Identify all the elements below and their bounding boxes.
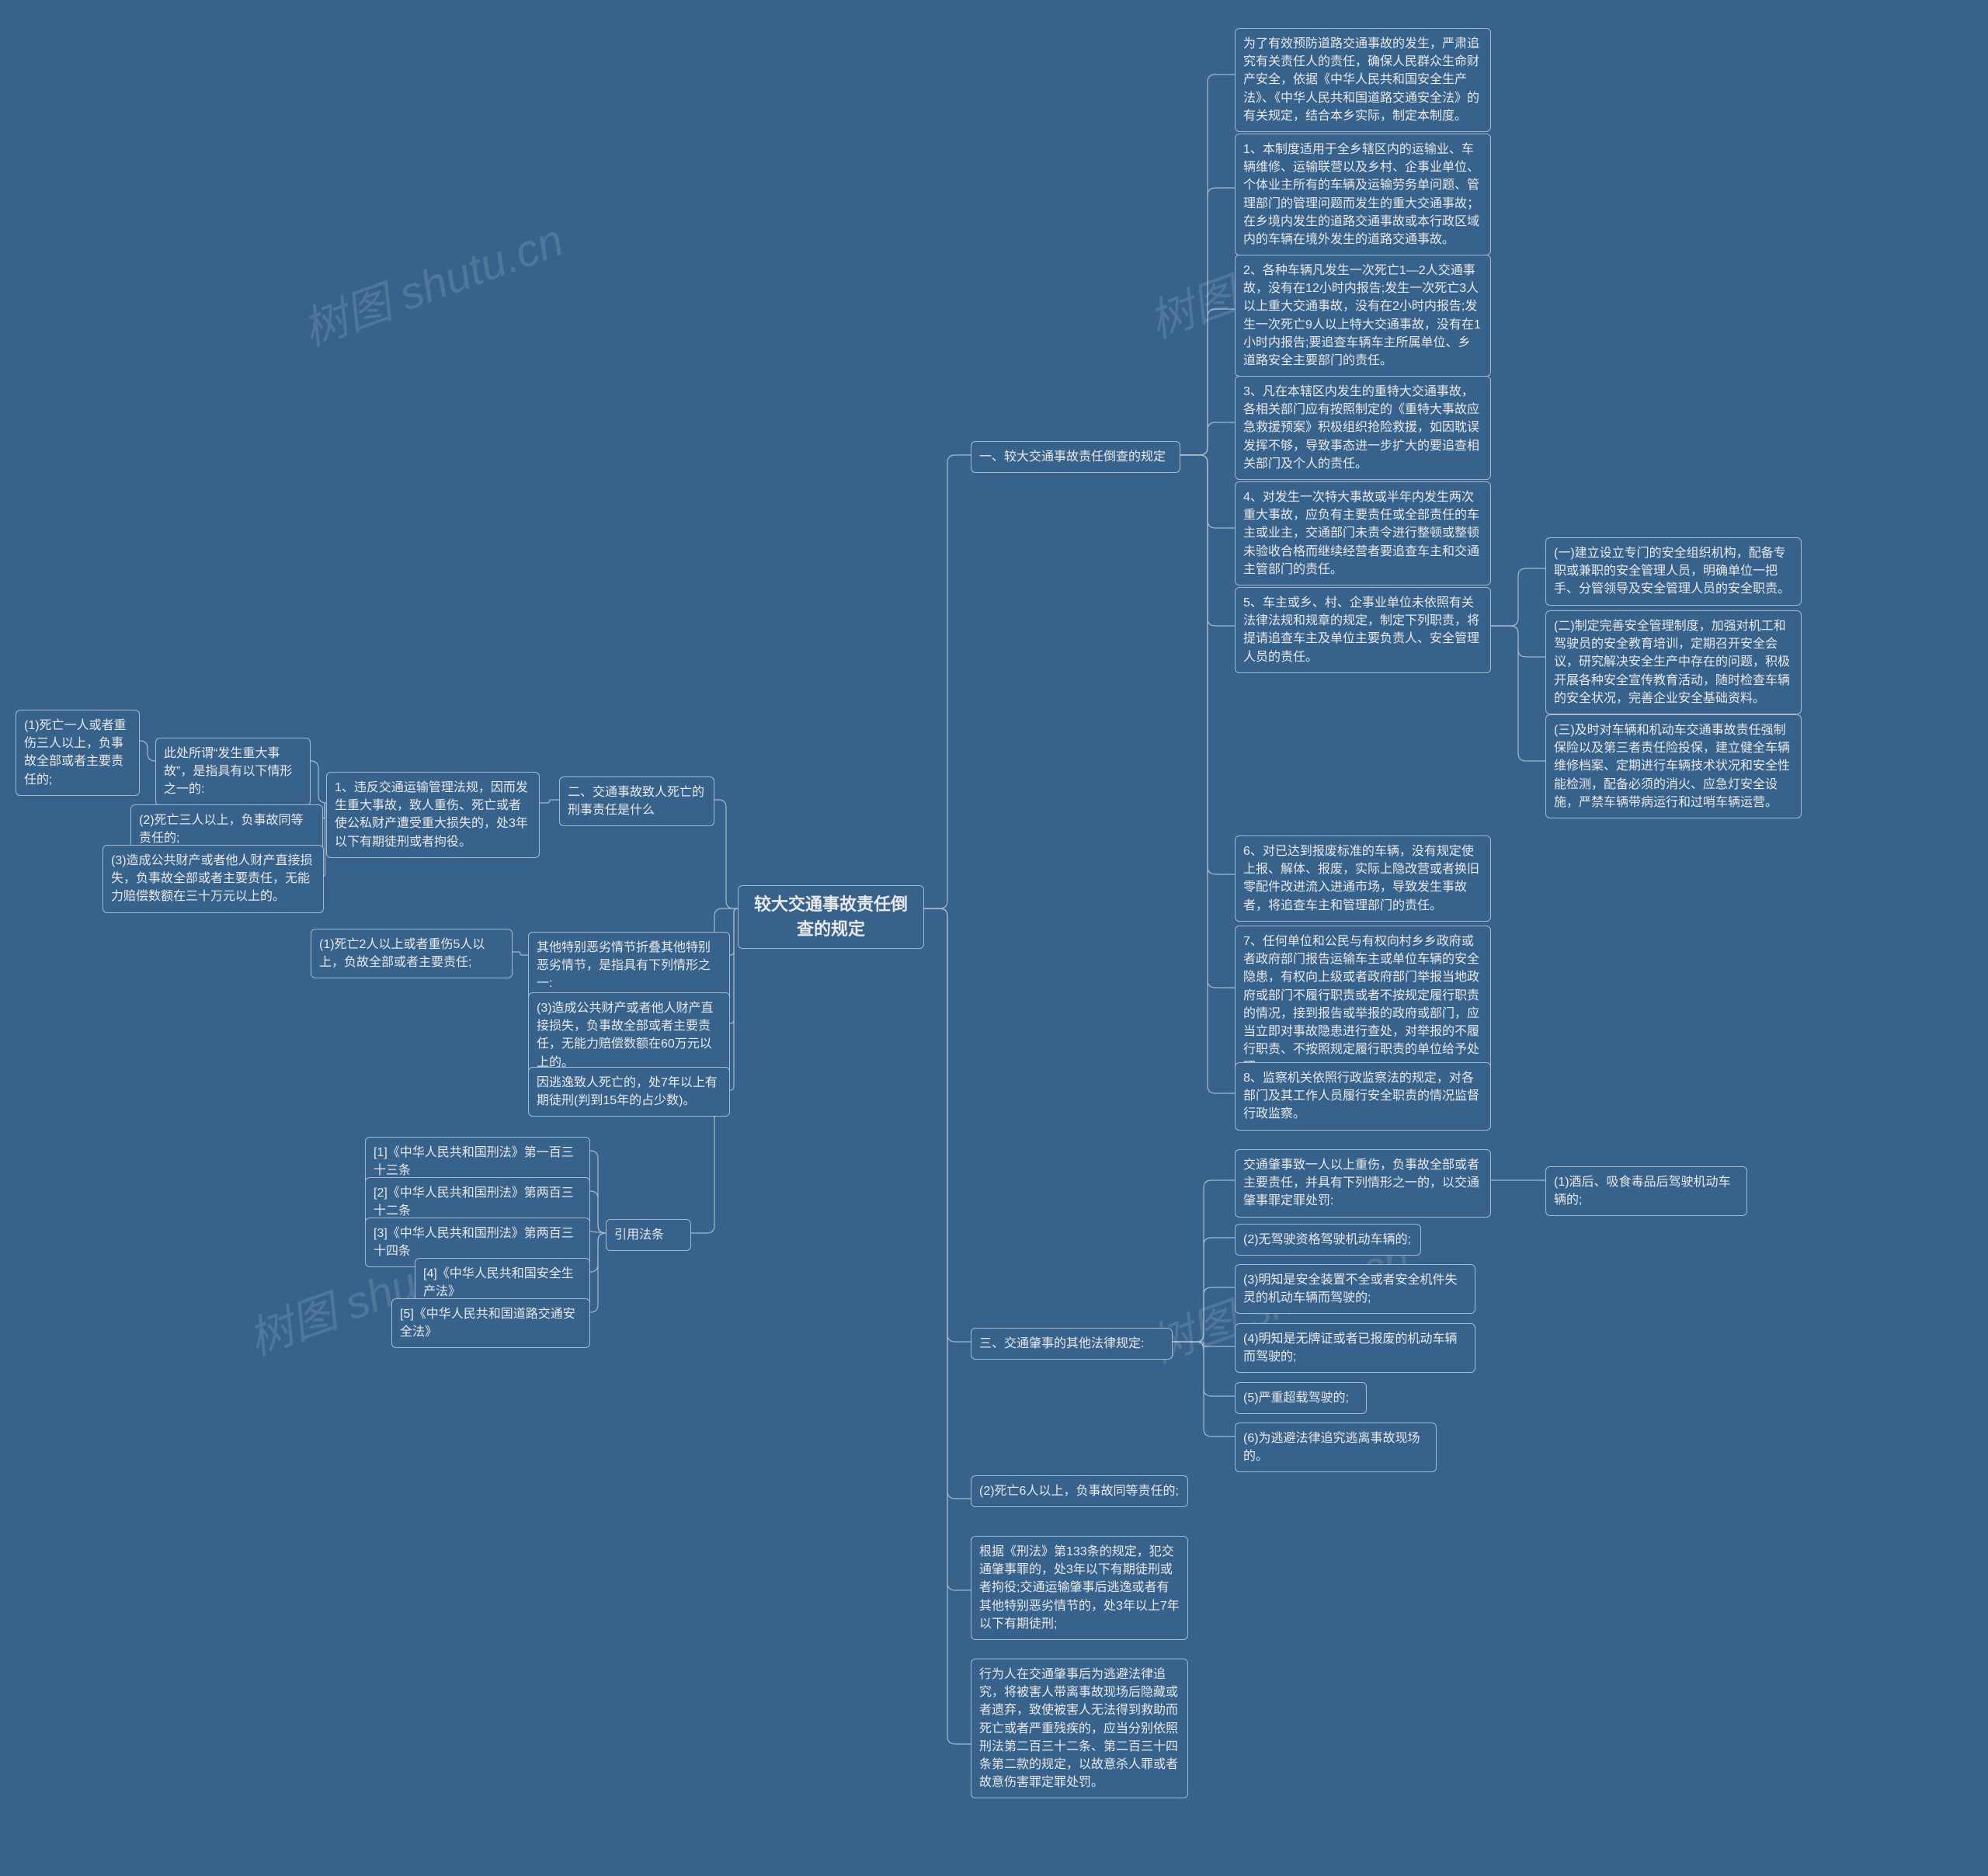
mindmap-node-b4_3[interactable]: 根据《刑法》第133条的规定，犯交通肇事罪的，处3年以下有期徒刑或者拘役;交通运… [971, 1536, 1188, 1640]
mindmap-node-b1_5[interactable]: 4、对发生一次特大事故或半年内发生两次重大事故，应负有主要责任或全部责任的车主或… [1235, 481, 1491, 585]
mindmap-node-b2_1a3[interactable]: (3)造成公共财产或者他人财产直接损失，负事故全部或者主要责任，无能力赔偿数额在… [103, 845, 324, 913]
mindmap-node-b1[interactable]: 一、较大交通事故责任倒查的规定 [971, 441, 1180, 473]
mindmap-node-b4_1d[interactable]: (4)明知是无牌证或者已报废的机动车辆而驾驶的; [1235, 1323, 1475, 1373]
mindmap-node-cite[interactable]: 引用法条 [606, 1219, 691, 1251]
mindmap-node-b1_8[interactable]: 7、任何单位和公民与有权向村乡乡政府或者政府部门报告运输车主或单位车辆的安全隐患… [1235, 926, 1491, 1084]
mindmap-node-b1_6[interactable]: 5、车主或乡、村、企事业单位未依照有关法律法规和规章的规定，制定下列职责，将提请… [1235, 587, 1491, 673]
mindmap-node-b1_6c[interactable]: (三)及时对车辆和机动车交通事故责任强制保险以及第三者责任险投保，建立健全车辆维… [1545, 714, 1802, 818]
mindmap-node-b1_6a[interactable]: (一)建立设立专门的安全组织机构，配备专职或兼职的安全管理人员，明确单位一把手、… [1545, 537, 1802, 606]
mindmap-node-b1_1[interactable]: 为了有效预防道路交通事故的发生，严肃追究有关责任人的责任，确保人民群众生命财产安… [1235, 28, 1491, 132]
mindmap-node-b1_4[interactable]: 3、凡在本辖区内发生的重特大交通事故，各相关部门应有按照制定的《重特大事故应急救… [1235, 376, 1491, 480]
mindmap-node-b4_1c[interactable]: (3)明知是安全装置不全或者安全机件失灵的机动车辆而驾驶的; [1235, 1264, 1475, 1314]
mindmap-node-b4_2[interactable]: (2)死亡6人以上，负事故同等责任的; [971, 1475, 1188, 1507]
mindmap-node-b4[interactable]: 三、交通肇事的其他法律规定: [971, 1328, 1173, 1360]
mindmap-node-b4_1e[interactable]: (5)严重超载驾驶的; [1235, 1382, 1367, 1414]
mindmap-node-b1_2[interactable]: 1、本制度适用于全乡辖区内的运输业、车辆维修、运输联营以及乡村、企事业单位、个体… [1235, 134, 1491, 255]
mindmap-node-b2_1[interactable]: 1、违反交通运输管理法规，因而发生重大事故，致人重伤、死亡或者使公私财产遭受重大… [326, 772, 540, 858]
mindmap-node-b1_9[interactable]: 8、监察机关依照行政监察法的规定，对各部门及其工作人员履行安全职责的情况监督行政… [1235, 1062, 1491, 1131]
mindmap-node-b3b[interactable]: (3)造成公共财产或者他人财产直接损失，负事故全部或者主要责任，无能力赔偿数额在… [528, 992, 730, 1079]
mindmap-node-b2_1a1[interactable]: (1)死亡一人或者重伤三人以上，负事故全部或者主要责任的; [16, 710, 140, 796]
mindmap-node-b4_1[interactable]: 交通肇事致一人以上重伤，负事故全部或者主要责任，并具有下列情形之一的，以交通肇事… [1235, 1149, 1491, 1218]
watermark: 树图 shutu.cn [292, 203, 571, 358]
mindmap-node-b4_1f[interactable]: (6)为逃避法律追究逃离事故现场的。 [1235, 1423, 1437, 1472]
mindmap-node-b4_1b[interactable]: (2)无驾驶资格驾驶机动车辆的; [1235, 1224, 1421, 1256]
mindmap-node-b3c[interactable]: 因逃逸致人死亡的，处7年以上有期徒刑(判到15年的占少数)。 [528, 1067, 730, 1117]
mindmap-node-b1_6b[interactable]: (二)制定完善安全管理制度，加强对机工和驾驶员的安全教育培训，定期召开安全会议，… [1545, 610, 1802, 714]
mindmap-node-b3a_1[interactable]: (1)死亡2人以上或者重伤5人以上，负故全部或者主要责任; [311, 929, 513, 978]
mindmap-node-b4_1a[interactable]: (1)酒后、吸食毒品后驾驶机动车辆的; [1545, 1166, 1747, 1216]
mindmap-node-b1_3[interactable]: 2、各种车辆凡发生一次死亡1—2人交通事故，没有在12小时内报告;发生一次死亡3… [1235, 255, 1491, 377]
mindmap-node-b1_7[interactable]: 6、对已达到报废标准的车辆，没有规定使上报、解体、报废，实际上隐改营或者换旧零配… [1235, 836, 1491, 922]
mindmap-root[interactable]: 较大交通事故责任倒查的规定 [738, 885, 924, 949]
mindmap-node-b2[interactable]: 二、交通事故致人死亡的刑事责任是什么 [559, 776, 714, 826]
mindmap-node-b3a[interactable]: 其他特别恶劣情节折叠其他特别恶劣情节，是指具有下列情形之一: [528, 932, 730, 1000]
mindmap-node-b4_4[interactable]: 行为人在交通肇事后为逃避法律追究，将被害人带离事故现场后隐藏或者遗弃，致使被害人… [971, 1659, 1188, 1798]
mindmap-node-b2_1a[interactable]: 此处所谓“发生重大事故”，是指具有以下情形之一的: [155, 738, 311, 806]
mindmap-node-cite_5[interactable]: [5]《中华人民共和国道路交通安全法》 [391, 1298, 590, 1348]
